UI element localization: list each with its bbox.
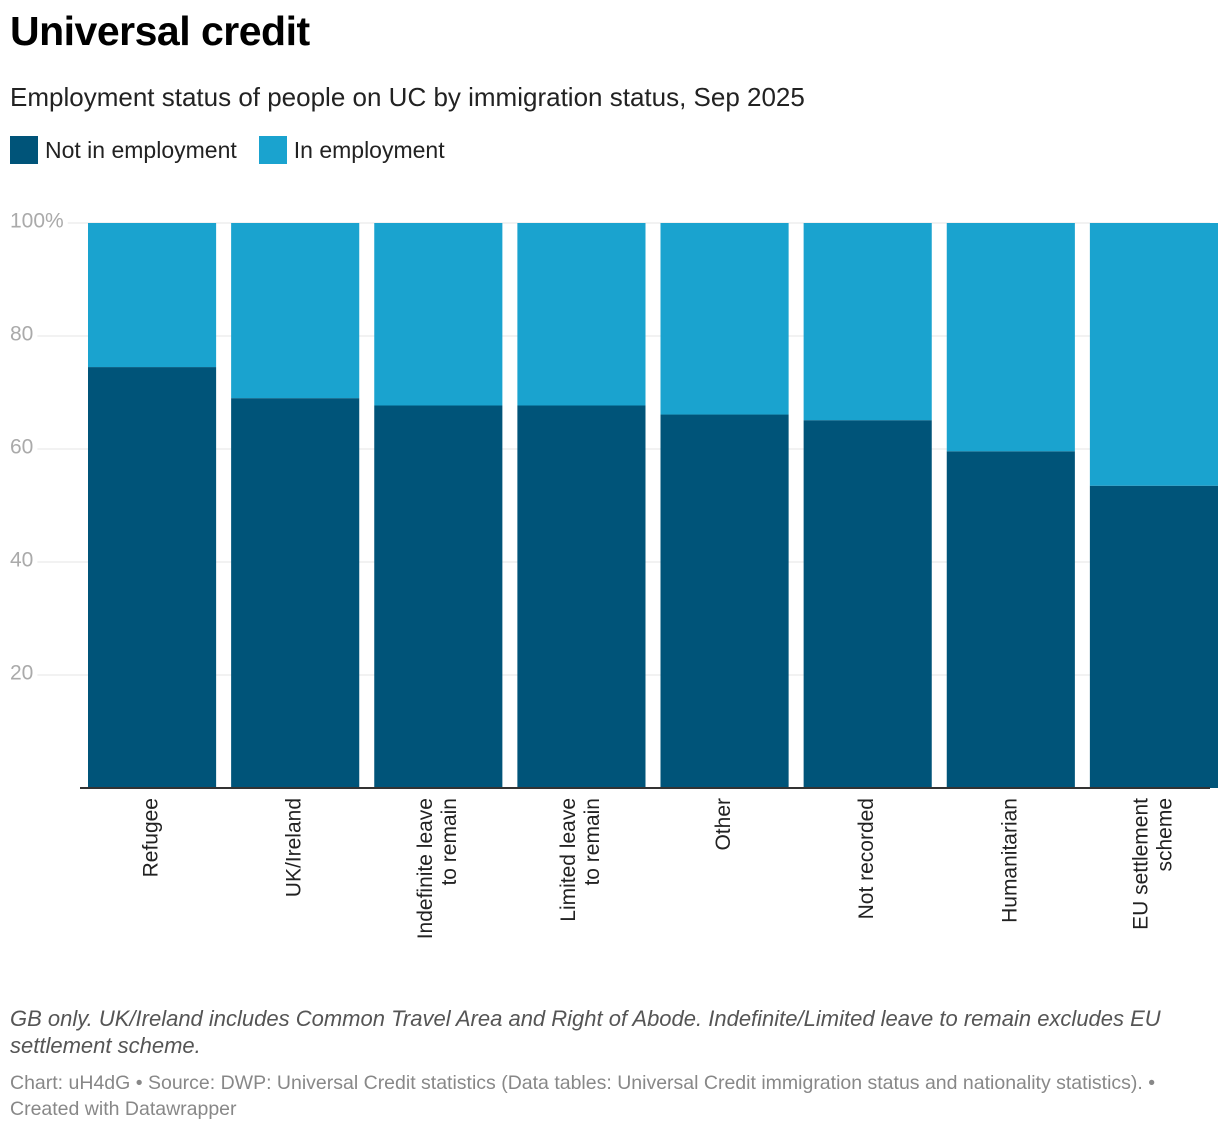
legend: Not in employment In employment: [10, 136, 467, 164]
chart-notes: GB only. UK/Ireland includes Common Trav…: [10, 1006, 1161, 1058]
stacked-bar-chart: 20 40 60 80 100% Refugee UK/Ireland Indefinite …: [8, 209, 1218, 939]
bar-in-employment-2: [374, 223, 503, 406]
chart-subtitle: Employment status of people on UC by imm…: [10, 82, 805, 112]
bar-in-employment-0: [88, 223, 217, 368]
y-tick-label-80: 80: [10, 323, 33, 346]
bar-not-in-employment-5: [803, 420, 932, 788]
bar-in-employment-6: [946, 223, 1075, 452]
bar-in-employment-3: [517, 223, 646, 406]
x-tick-label: scheme: [1153, 798, 1176, 872]
x-tick-label-group-7: EU settlement scheme: [1129, 798, 1176, 930]
x-tick-label-group-6: Humanitarian: [998, 798, 1021, 923]
x-tick-label: Limited leave: [557, 798, 580, 922]
x-tick-label-group-2: Indefinite leave to remain: [414, 798, 461, 939]
x-tick-label: UK/Ireland: [283, 798, 306, 897]
bar-not-in-employment-3: [517, 405, 646, 788]
chart-title: Universal credit: [10, 8, 310, 54]
bar-not-in-employment-1: [231, 398, 360, 788]
x-tick-label-group-5: Not recorded: [855, 798, 878, 919]
x-tick-label: EU settlement: [1129, 798, 1152, 930]
x-tick-label: Refugee: [140, 798, 163, 877]
bar-not-in-employment-0: [88, 367, 217, 788]
bar-not-in-employment-7: [1089, 485, 1218, 788]
y-tick-label-60: 60: [10, 436, 33, 459]
bar-in-employment-5: [803, 223, 932, 421]
tick-label-backing: [8, 209, 68, 233]
x-tick-label: to remain: [581, 798, 604, 886]
y-tick-label-20: 20: [10, 662, 33, 685]
legend-label-in-employment: In employment: [293, 136, 445, 163]
tick-label-backing: [8, 661, 38, 685]
tick-label-backing: [8, 435, 38, 459]
bar-not-in-employment-6: [946, 451, 1075, 788]
y-tick-label-40: 40: [10, 549, 33, 572]
x-tick-label: to remain: [438, 798, 461, 886]
bar-in-employment-1: [231, 223, 360, 399]
x-tick-label: Indefinite leave: [414, 798, 437, 939]
x-tick-label-group-4: Other: [712, 798, 735, 851]
x-tick-label: Not recorded: [855, 798, 878, 919]
chart-footer: Chart: uH4dG • Source: DWP: Universal Cr…: [10, 1072, 1156, 1120]
y-tick-label-100: 100%: [10, 210, 64, 233]
bar-in-employment-4: [660, 223, 789, 415]
tick-label-backing: [8, 548, 38, 572]
bar-not-in-employment-2: [374, 405, 503, 788]
legend-label-not-in-employment: Not in employment: [45, 136, 237, 163]
x-tick-label-group-1: UK/Ireland: [283, 798, 306, 897]
legend-swatch-in-employment: [258, 136, 287, 164]
x-tick-label: Humanitarian: [998, 798, 1021, 923]
x-tick-label-group-0: Refugee: [140, 798, 163, 877]
x-tick-label-group-3: Limited leave to remain: [557, 798, 604, 922]
bar-in-employment-7: [1089, 223, 1218, 486]
tick-label-backing: [8, 322, 38, 346]
x-tick-label: Other: [712, 798, 735, 851]
legend-item-not-in-employment: Not in employment: [10, 136, 237, 164]
bar-not-in-employment-4: [660, 414, 789, 788]
legend-item-in-employment: In employment: [258, 136, 445, 164]
legend-swatch-not-in-employment: [10, 136, 38, 164]
